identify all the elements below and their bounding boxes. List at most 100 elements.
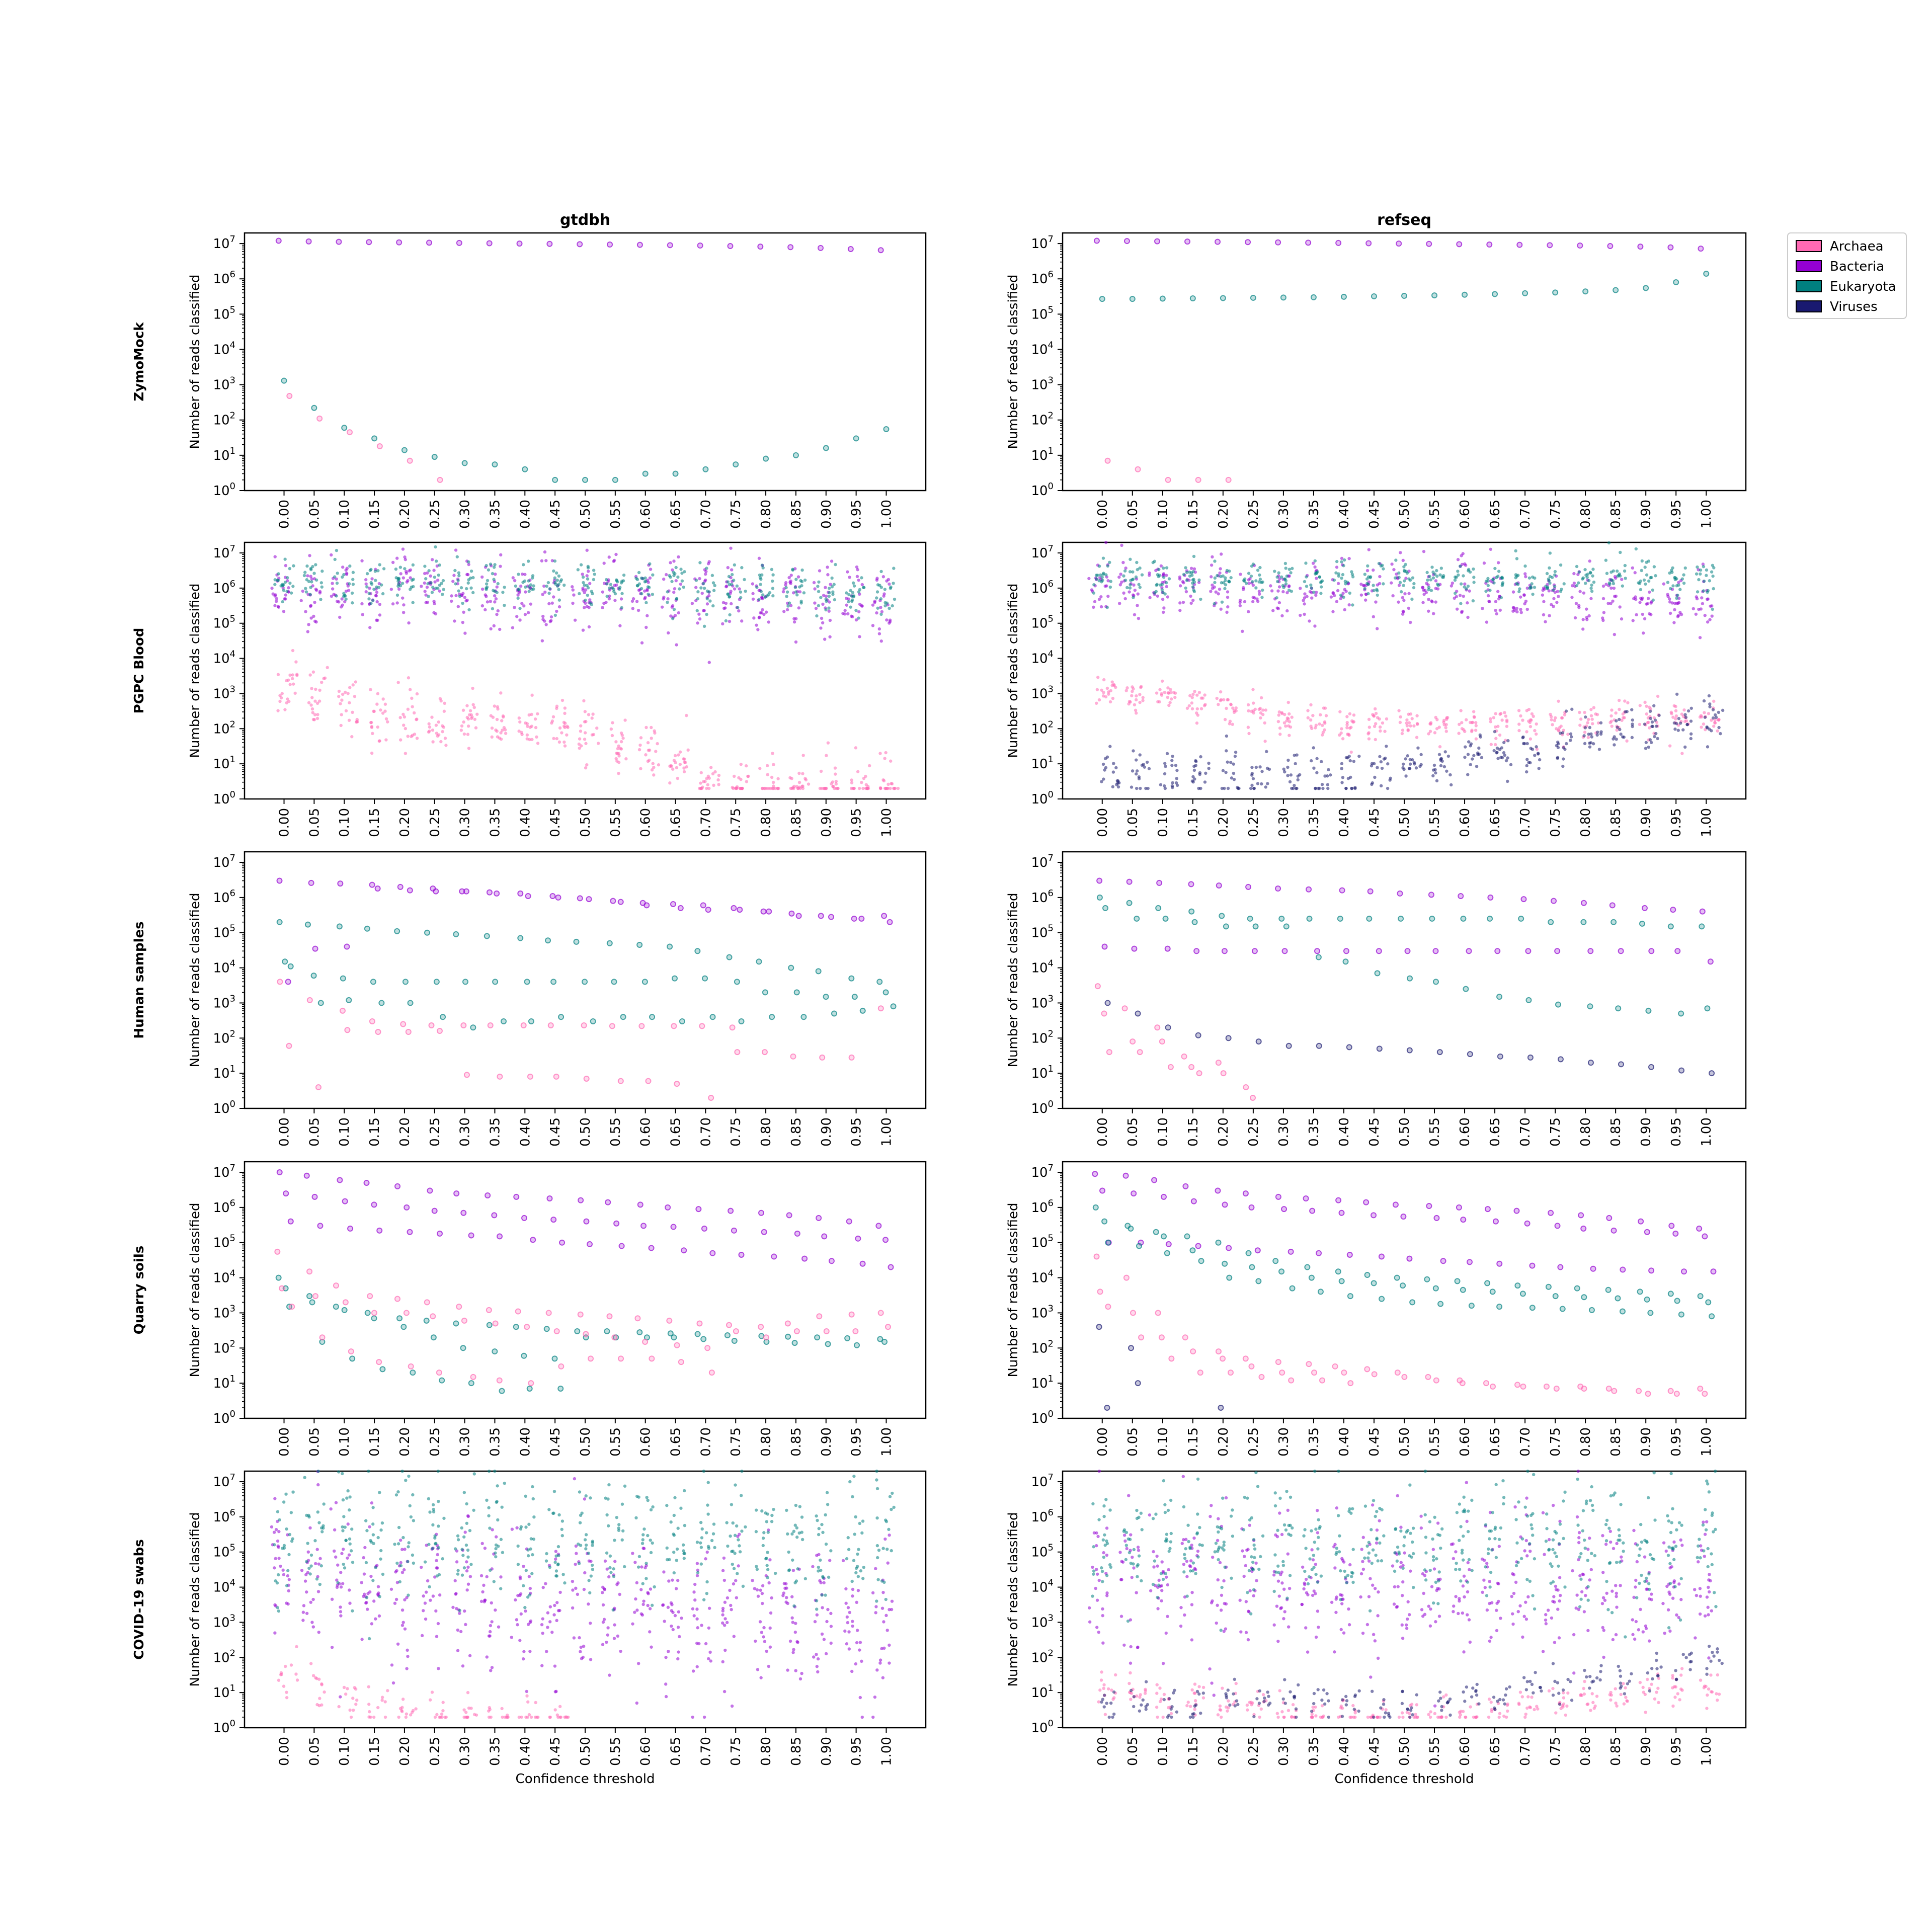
data-point-bacteria [877, 247, 884, 254]
x-tick-label: 0.30 [458, 808, 473, 837]
data-point-eukaryota [1337, 915, 1343, 922]
data-point-eukaryota [1495, 576, 1498, 580]
data-point-archaea [1527, 707, 1531, 711]
data-point-viruses [1326, 783, 1330, 786]
x-tick-label: 0.45 [548, 1737, 563, 1766]
data-point-viruses [1174, 781, 1178, 785]
data-point-archaea [804, 778, 808, 782]
data-point-eukaryota [1313, 559, 1317, 562]
data-point-eukaryota [467, 608, 471, 612]
data-point-archaea [467, 713, 471, 717]
data-point-eukaryota [1587, 579, 1591, 583]
data-point-eukaryota [382, 567, 386, 571]
data-point-archaea [1138, 700, 1142, 704]
data-point-archaea [384, 717, 388, 720]
data-point-eukaryota [832, 583, 836, 586]
data-point-archaea [686, 748, 690, 752]
x-tick-label: 0.55 [608, 1737, 623, 1766]
data-point-bacteria [698, 617, 702, 621]
data-point-bacteria [1191, 598, 1195, 602]
data-point-archaea [1496, 725, 1500, 728]
data-point-eukaryota [1162, 576, 1166, 579]
data-point-archaea [1349, 750, 1353, 754]
column-title-refseq: refseq [1377, 211, 1431, 229]
data-point-archaea [1280, 711, 1283, 714]
x-tick-label: 1.00 [879, 1427, 894, 1457]
data-point-eukaryota [1645, 560, 1648, 564]
data-point-archaea [436, 1028, 443, 1034]
data-point-bacteria [1131, 593, 1135, 597]
data-point-eukaryota [1258, 573, 1261, 577]
data-point-eukaryota [492, 589, 495, 592]
data-point-eukaryota [698, 561, 702, 565]
data-point-eukaryota [1515, 582, 1518, 586]
data-point-viruses [1232, 771, 1236, 775]
data-point-archaea [1707, 712, 1711, 715]
data-point-viruses [1653, 718, 1657, 722]
data-point-archaea [1367, 737, 1371, 741]
data-point-bacteria [1104, 540, 1108, 544]
data-point-bacteria [1372, 615, 1376, 619]
data-point-archaea [1429, 721, 1433, 725]
data-point-bacteria [1396, 240, 1402, 247]
data-point-archaea [1401, 1374, 1408, 1380]
x-tick-label: 0.05 [307, 1427, 322, 1457]
data-point-archaea [739, 762, 743, 766]
data-point-eukaryota [702, 466, 709, 472]
x-tick-label: 0.80 [1578, 1427, 1593, 1457]
data-point-bacteria [1193, 948, 1200, 954]
data-point-bacteria [1423, 589, 1427, 592]
data-point-eukaryota [831, 590, 835, 594]
data-point-archaea [1228, 722, 1232, 726]
data-point-archaea [1433, 731, 1437, 735]
x-tick-label: 0.65 [669, 1427, 684, 1457]
data-point-viruses [1315, 771, 1319, 775]
data-point-bacteria [550, 1217, 557, 1223]
data-point-archaea [1324, 714, 1328, 717]
data-point-eukaryota [1668, 571, 1671, 575]
data-point-archaea [1195, 476, 1201, 483]
data-point-eukaryota [1371, 1280, 1377, 1286]
data-point-archaea [472, 705, 476, 709]
data-point-eukaryota [1454, 1278, 1461, 1284]
data-point-bacteria [1668, 611, 1672, 615]
x-tick-label: 0.40 [1337, 808, 1352, 837]
data-point-eukaryota [1472, 581, 1476, 584]
data-point-eukaryota [1219, 913, 1225, 919]
data-point-eukaryota [1472, 567, 1475, 571]
data-point-eukaryota [1580, 919, 1587, 925]
data-point-bacteria [1547, 242, 1553, 249]
data-point-bacteria [276, 1539, 280, 1543]
data-point-eukaryota [532, 584, 535, 588]
data-point-bacteria [276, 1544, 280, 1548]
data-point-viruses [1175, 769, 1179, 772]
data-point-archaea [286, 392, 293, 399]
data-point-eukaryota [1615, 569, 1619, 573]
data-point-bacteria [782, 610, 786, 613]
data-point-eukaryota [1254, 586, 1258, 590]
y-tick-label: 107 [213, 234, 235, 252]
data-point-bacteria [338, 615, 342, 619]
data-point-bacteria [466, 573, 470, 577]
data-point-viruses [1619, 733, 1623, 736]
data-point-bacteria [401, 547, 405, 551]
data-point-archaea [1096, 676, 1100, 679]
data-point-archaea [584, 742, 588, 745]
x-tick-label: 0.05 [307, 1737, 322, 1766]
x-tick-label: 0.90 [819, 500, 834, 529]
data-point-archaea [1125, 686, 1129, 690]
data-point-archaea [1517, 722, 1521, 726]
data-point-bacteria [707, 661, 711, 664]
x-tick-label: 0.15 [367, 808, 382, 837]
data-point-bacteria [1401, 558, 1405, 562]
data-point-bacteria [757, 556, 761, 560]
data-point-eukaryota [1184, 566, 1187, 570]
data-point-bacteria [344, 589, 348, 593]
y-tick-label: 103 [213, 684, 235, 701]
data-point-eukaryota [375, 585, 378, 589]
data-point-bacteria [1706, 597, 1710, 601]
data-point-archaea [611, 721, 614, 725]
data-point-bacteria [1226, 595, 1230, 599]
data-point-viruses [1559, 732, 1562, 735]
